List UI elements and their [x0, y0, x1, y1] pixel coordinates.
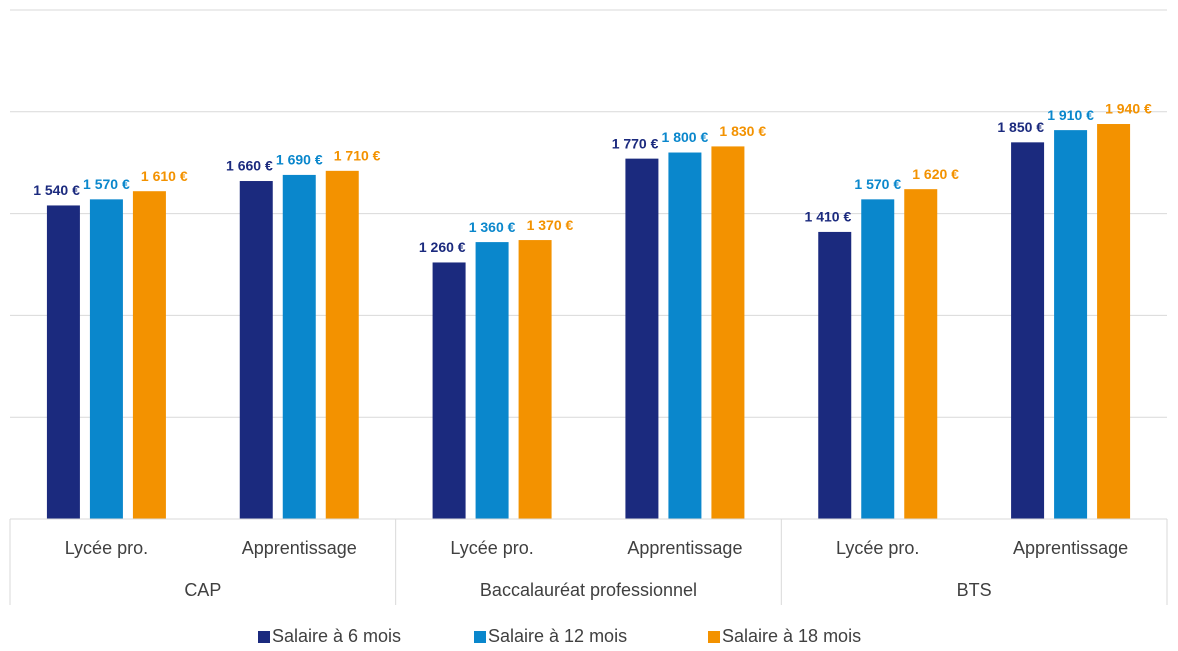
value-label: 1 620 €	[912, 166, 959, 182]
x-tick-label: Apprentissage	[242, 538, 357, 558]
legend-label: Salaire à 6 mois	[272, 626, 401, 646]
legend-label: Salaire à 18 mois	[722, 626, 861, 646]
bar	[1097, 124, 1131, 520]
bar	[46, 205, 80, 519]
value-label: 1 660 €	[226, 158, 273, 174]
bar	[325, 170, 359, 519]
value-label: 1 800 €	[662, 129, 709, 145]
bar	[625, 158, 659, 520]
value-label: 1 690 €	[276, 152, 323, 168]
value-label: 1 260 €	[419, 239, 466, 255]
value-label: 1 830 €	[719, 123, 766, 139]
bar	[1011, 142, 1045, 519]
bar	[432, 262, 466, 519]
legend-swatch	[258, 631, 270, 643]
group-label: Baccalauréat professionnel	[480, 580, 697, 600]
bar	[518, 240, 552, 519]
value-label: 1 850 €	[997, 119, 1044, 135]
value-label: 1 360 €	[469, 219, 516, 235]
value-label: 1 410 €	[805, 209, 852, 225]
value-label: 1 570 €	[854, 176, 901, 192]
bar	[668, 152, 702, 519]
bar	[904, 189, 938, 519]
group-label: BTS	[957, 580, 992, 600]
bar	[861, 199, 895, 519]
x-tick-label: Lycée pro.	[65, 538, 148, 558]
x-tick-label: Lycée pro.	[450, 538, 533, 558]
group-label: CAP	[184, 580, 221, 600]
x-tick-label: Lycée pro.	[836, 538, 919, 558]
value-label: 1 710 €	[334, 148, 381, 164]
value-label: 1 540 €	[33, 182, 80, 198]
legend-label: Salaire à 12 mois	[488, 626, 627, 646]
value-label: 1 610 €	[141, 168, 188, 184]
x-tick-label: Apprentissage	[1013, 538, 1128, 558]
value-label: 1 770 €	[612, 135, 659, 151]
bar	[1054, 130, 1088, 519]
bar	[282, 174, 316, 519]
value-label: 1 910 €	[1047, 107, 1094, 123]
legend-swatch	[474, 631, 486, 643]
value-label: 1 370 €	[527, 217, 574, 233]
bar	[239, 181, 273, 520]
x-tick-label: Apprentissage	[627, 538, 742, 558]
bar	[89, 199, 123, 519]
legend-swatch	[708, 631, 720, 643]
bar	[711, 146, 745, 520]
value-label: 1 570 €	[83, 176, 130, 192]
bar	[818, 231, 852, 519]
bar	[132, 191, 166, 520]
value-label: 1 940 €	[1105, 101, 1152, 117]
bar	[475, 242, 509, 519]
